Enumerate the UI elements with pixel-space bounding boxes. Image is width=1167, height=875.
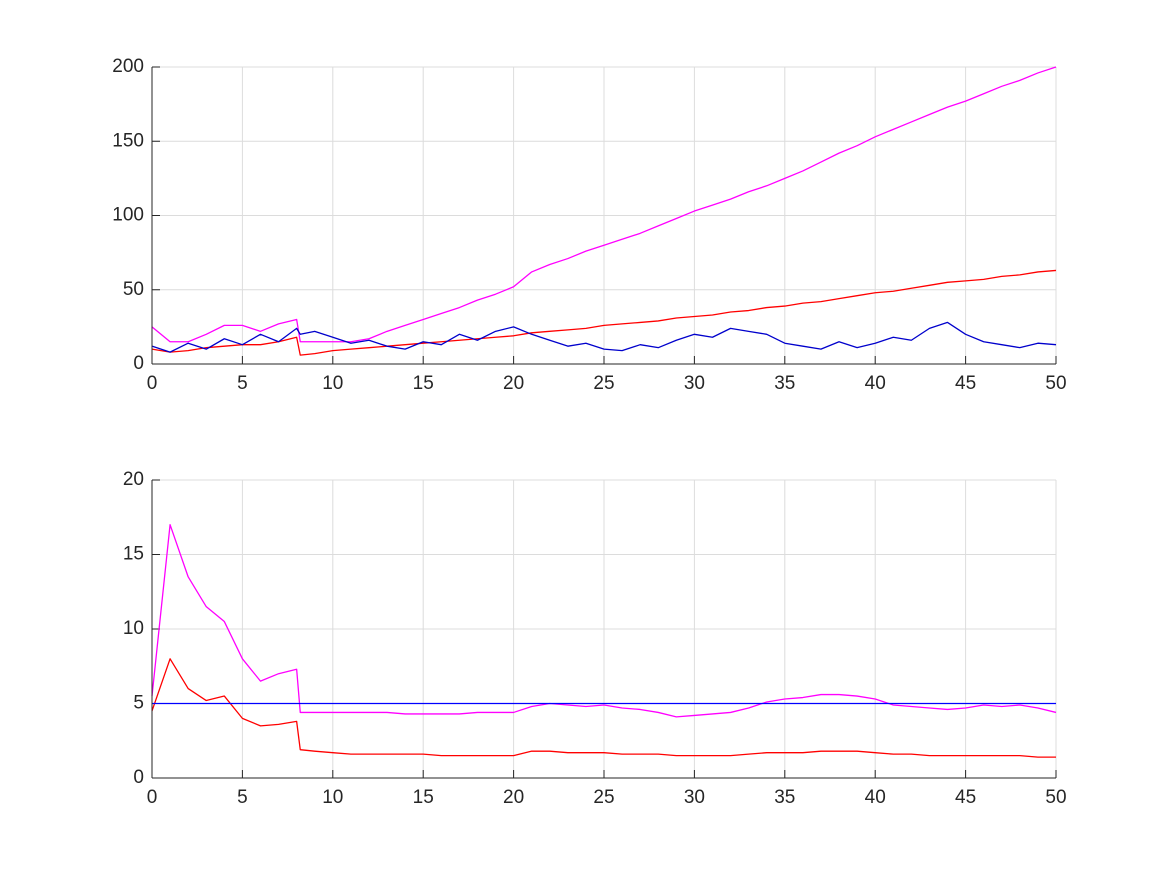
x-tick-label: 5 (237, 373, 248, 394)
axes: 0 5 10 15 20 25 30 35 40 45 50 0 50 100 150 200 (112, 56, 1066, 394)
axes: 0 5 10 15 20 25 30 35 40 45 50 0 5 10 15 20 (123, 469, 1067, 808)
x-tick-label: 10 (322, 787, 343, 808)
x-tick-label: 0 (147, 787, 158, 808)
data-line (151, 321, 1057, 353)
x-tick-label: 50 (1045, 787, 1066, 808)
y-tick-label: 15 (123, 544, 144, 565)
x-tick-label: 20 (503, 373, 524, 394)
x-tick-label: 40 (865, 373, 886, 394)
x-tick-label: 30 (684, 373, 705, 394)
x-tick-label: 45 (955, 787, 976, 808)
y-tick-label: 200 (112, 56, 144, 77)
x-tick-label: 50 (1045, 373, 1066, 394)
x-tick-label: 15 (413, 373, 434, 394)
x-tick-label: 40 (865, 787, 886, 808)
x-tick-label: 35 (774, 787, 795, 808)
data-line (151, 658, 1056, 758)
y-tick-label: 5 (133, 693, 144, 714)
x-tick-label: 25 (593, 373, 614, 394)
data-line (151, 524, 1057, 718)
y-tick-label: 20 (123, 469, 144, 490)
x-tick-label: 25 (593, 787, 614, 808)
x-tick-label: 5 (237, 787, 248, 808)
y-tick-label: 0 (133, 767, 144, 788)
y-tick-label: 50 (123, 279, 144, 300)
x-tick-label: 15 (413, 787, 434, 808)
x-tick-label: 0 (147, 373, 158, 394)
y-tick-label: 100 (112, 205, 144, 226)
y-tick-label: 10 (123, 618, 144, 639)
data-line (151, 269, 1057, 356)
x-tick-label: 45 (955, 373, 976, 394)
x-tick-label: 20 (503, 787, 524, 808)
y-tick-label: 150 (112, 130, 144, 151)
x-tick-label: 10 (322, 373, 343, 394)
y-tick-label: 0 (133, 353, 144, 374)
x-tick-label: 30 (684, 787, 705, 808)
x-tick-label: 35 (774, 373, 795, 394)
